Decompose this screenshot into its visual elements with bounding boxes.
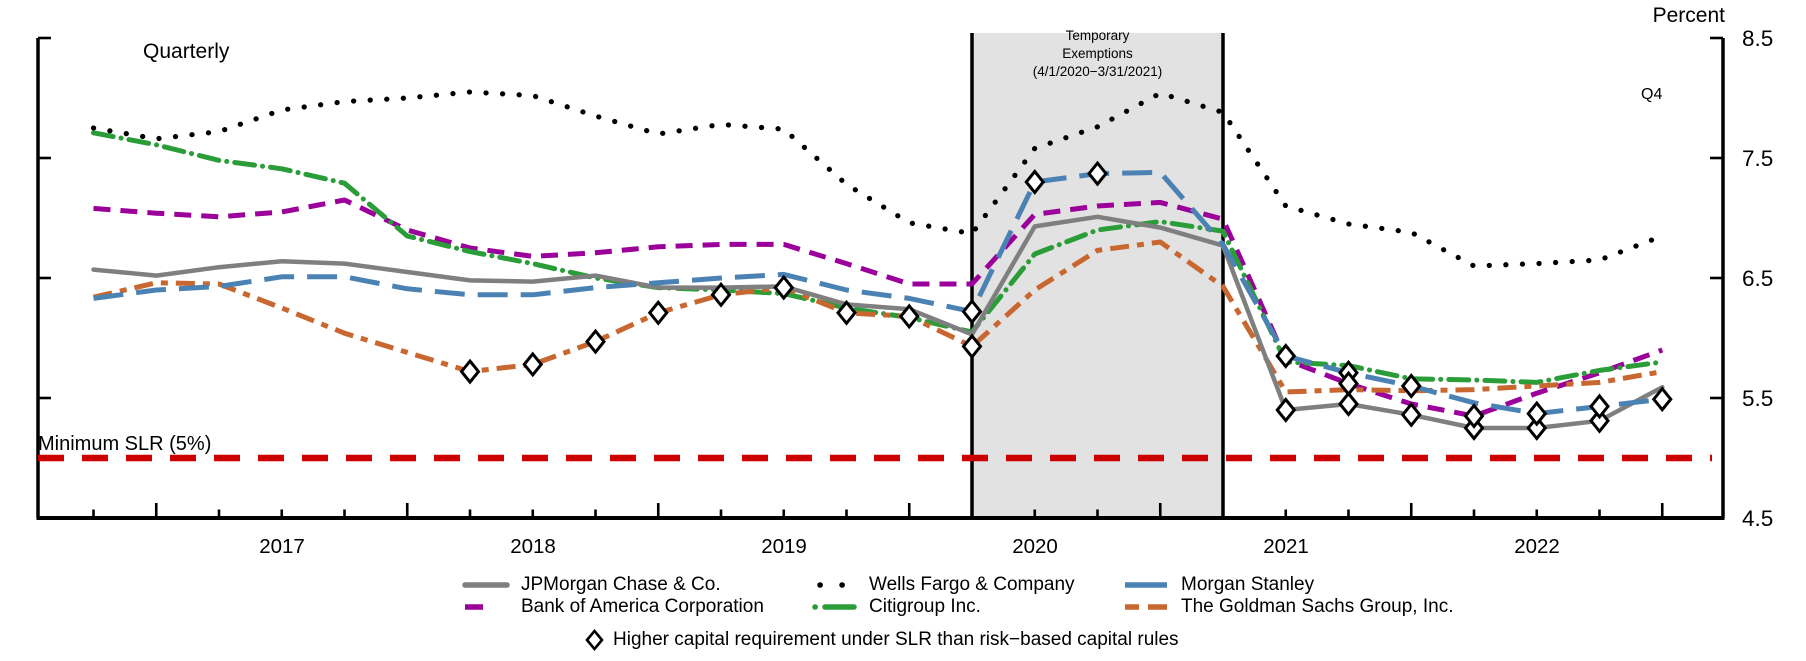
legend-item-citigroup-inc: Citigroup Inc. [810,596,981,617]
legend-swatch-solid-icon [462,582,510,588]
legend-label: JPMorgan Chase & Co. [521,574,721,595]
slr-binding-diamond-marker [585,328,606,355]
legend-label: Morgan Stanley [1181,574,1315,595]
legend-label: The Goldman Sachs Group, Inc. [1181,596,1454,617]
slr-binding-diamond-marker [1589,407,1610,434]
legend-label: Bank of America Corporation [521,596,764,617]
slr-binding-diamond-marker [647,299,669,326]
latest-observation-label: Q4 [1641,86,1663,103]
y-axis-unit-label: Percent [1652,4,1725,27]
y-axis-tick-label: 6.5 [1742,266,1773,291]
legend-label: Citigroup Inc. [869,596,981,617]
slr-binding-diamond-marker [459,358,481,385]
slr-binding-diamond-marker [1275,343,1297,369]
temporary-exemptions-line2: Exemptions [1062,46,1133,61]
legend-item-morgan-stanley: Morgan Stanley [1122,574,1315,595]
slr-binding-diamond-marker [1463,403,1485,429]
temporary-exemptions-annotation: Temporary Exemptions (4/1/2020−3/31/2021… [972,27,1223,81]
series-line-citigroup-inc [91,130,1665,385]
slr-binding-diamond-marker [961,298,983,325]
y-axis-tick-label: 7.5 [1742,146,1773,171]
slr-binding-diamond-marker [1526,415,1548,441]
slr-binding-diamond-marker [1400,373,1422,399]
x-axis-year-label: 2019 [761,535,807,558]
legend-swatch-dotted-icon [817,582,845,588]
slr-binding-diamond-marker [522,351,544,378]
temporary-exemptions-line3: (4/1/2020−3/31/2021) [1032,64,1163,79]
series-line-jpmorgan-chase-co [91,214,1665,431]
slr-binding-diamond-marker [1024,169,1046,195]
temporary-exemptions-line1: Temporary [1065,28,1130,43]
exemption-shaded-band [972,33,1223,518]
y-axis-tick-label: 5.5 [1742,386,1773,411]
legend-swatch-long-dash-icon [1125,582,1167,588]
slr-binding-diamond-marker [1338,370,1359,397]
series-line-the-goldman-sachs-group-inc [92,239,1663,395]
slr-binding-diamond-marker [1526,400,1548,427]
legend-swatch-dash-dash-dot-icon [1125,604,1167,610]
x-axis-year-label: 2022 [1514,535,1560,558]
slr-binding-diamond-marker [710,281,732,308]
slr-binding-diamond-marker [1589,393,1610,420]
slr-binding-diamond-marker [773,274,795,301]
y-axis-tick-label: 8.5 [1742,26,1773,51]
diamond-marker-icon [585,629,604,651]
slr-binding-diamond-marker [1087,160,1108,187]
legend-item-wells-fargo-company: Wells Fargo & Company [810,574,1075,595]
x-axis-year-label: 2018 [510,535,556,558]
series-line-wells-fargo-company [90,89,1665,269]
legend-item-diamond-note: Higher capital requirement under SLR tha… [585,629,1179,651]
legend-item-bank-of-america-corporation: Bank of America Corporation [462,596,764,617]
x-axis-year-label: 2020 [1012,535,1058,558]
slr-binding-diamond-marker [1275,397,1297,423]
legend-label: Wells Fargo & Company [869,574,1075,595]
x-axis-year-label: 2021 [1263,535,1309,558]
x-axis-year-label: 2017 [259,535,305,558]
minimum-slr-label: Minimum SLR (5%) [38,433,212,455]
slr-binding-diamond-marker [836,299,857,326]
y-axis-tick-label: 4.5 [1742,506,1773,531]
slr-binding-diamond-marker [961,333,983,360]
slr-binding-diamond-marker [898,303,920,330]
legend-swatch-dash-icon [465,604,483,610]
legend-swatch-dash-dot-icon [812,604,857,610]
legend-item-the-goldman-sachs-group-inc: The Goldman Sachs Group, Inc. [1122,596,1454,617]
slr-binding-diamond-marker [1338,391,1359,417]
legend-item-jpmorgan-chase-co: JPMorgan Chase & Co. [462,574,721,595]
slr-binding-diamond-marker [1651,386,1673,413]
frequency-label: Quarterly [143,40,230,63]
diamond-note-label: Higher capital requirement under SLR tha… [613,629,1179,650]
series-line-morgan-stanley [93,169,1663,417]
slr-binding-diamond-marker [1400,401,1422,428]
